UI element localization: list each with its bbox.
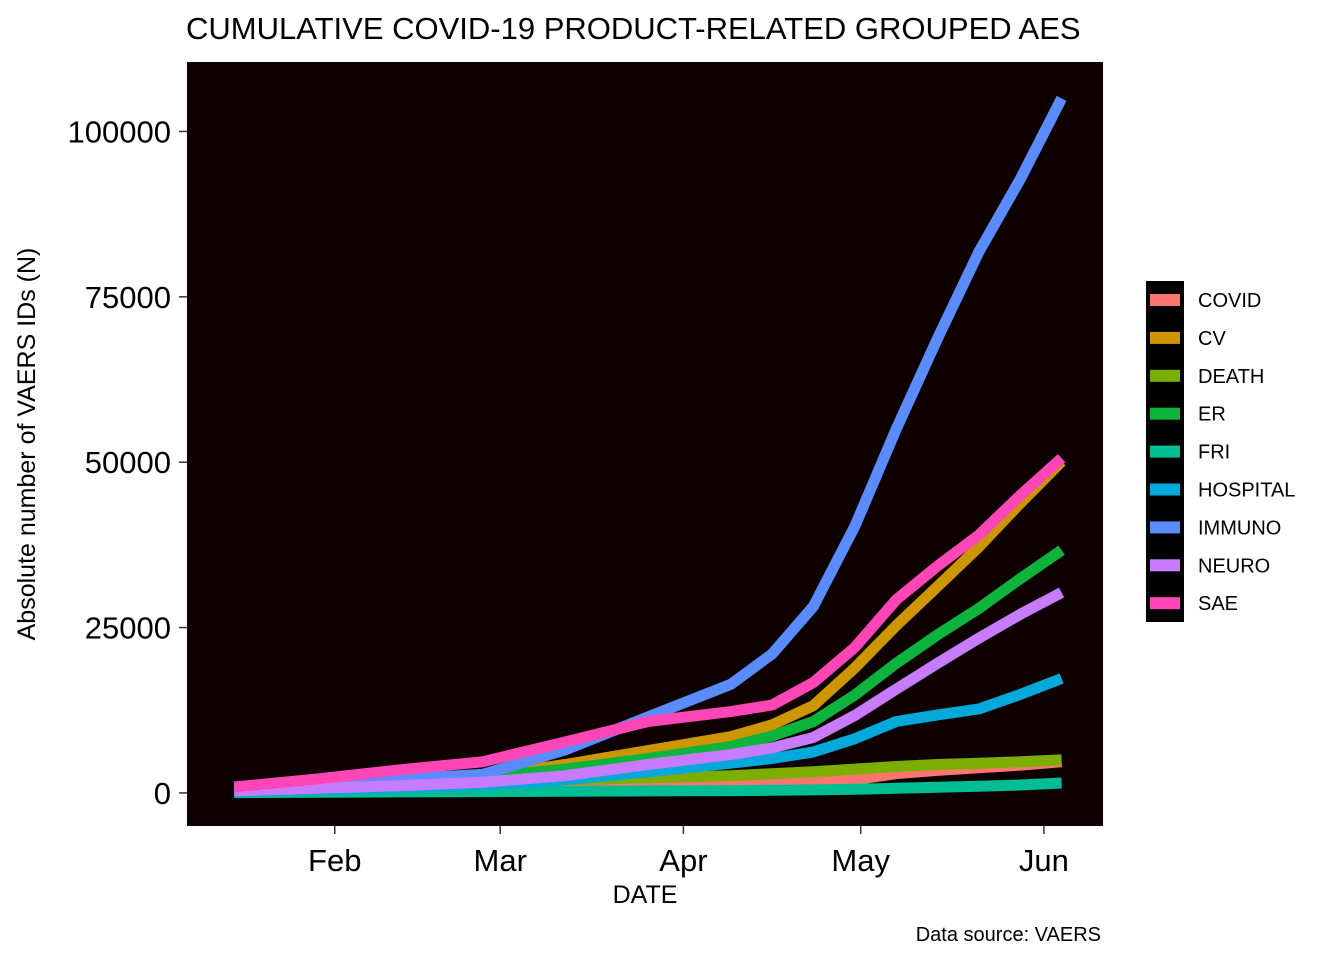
legend-swatch-immuno <box>1150 521 1180 534</box>
legend-swatch-cv <box>1150 331 1180 344</box>
series-line-sae <box>233 454 1066 793</box>
plot-panel <box>187 62 1103 826</box>
legend-swatch-hospital <box>1150 483 1180 496</box>
y-tick-label: 0 <box>154 776 171 811</box>
legend-label-cv: CV <box>1198 328 1226 350</box>
y-axis-title: Absolute number of VAERS IDs (N) <box>13 248 41 641</box>
legend-swatch-neuro <box>1150 559 1180 572</box>
legend-label-hospital: HOSPITAL <box>1198 480 1295 502</box>
x-axis: Feb Mar Apr May Jun <box>308 826 1069 878</box>
legend-label-er: ER <box>1198 404 1226 426</box>
y-tick-label: 100000 <box>68 114 171 149</box>
chart-title: CUMULATIVE COVID-19 PRODUCT-RELATED GROU… <box>186 11 1081 46</box>
legend: COVID CV DEATH ER FRI HOSPITAL IMMUNO NEURO SAE <box>1146 281 1295 622</box>
legend-swatch-covid <box>1150 294 1180 306</box>
legend-label-neuro: NEURO <box>1198 555 1270 577</box>
y-tick-label: 25000 <box>85 611 171 646</box>
legend-label-death: DEATH <box>1198 366 1264 388</box>
x-tick-label: Apr <box>659 843 707 878</box>
legend-swatch-sae <box>1150 597 1180 610</box>
series-line-neuro <box>234 587 1065 797</box>
legend-label-covid: COVID <box>1198 290 1261 312</box>
series-lines <box>233 95 1067 799</box>
x-axis-title: DATE <box>613 881 678 909</box>
x-tick-label: Mar <box>474 843 527 878</box>
legend-swatch-er <box>1150 407 1180 420</box>
x-tick-label: Jun <box>1019 843 1069 878</box>
series-line-immuno <box>233 95 1067 794</box>
y-tick-label: 50000 <box>85 445 171 480</box>
y-tick-label: 75000 <box>85 280 171 315</box>
legend-label-sae: SAE <box>1198 593 1238 615</box>
x-tick-label: May <box>831 843 890 878</box>
legend-label-immuno: IMMUNO <box>1198 517 1281 539</box>
legend-label-fri: FRI <box>1198 442 1230 464</box>
caption: Data source: VAERS <box>916 924 1101 946</box>
legend-swatch-fri <box>1150 445 1180 458</box>
x-tick-label: Feb <box>308 843 361 878</box>
legend-swatch-death <box>1150 369 1180 382</box>
y-axis: 0 25000 50000 75000 100000 <box>68 114 187 811</box>
